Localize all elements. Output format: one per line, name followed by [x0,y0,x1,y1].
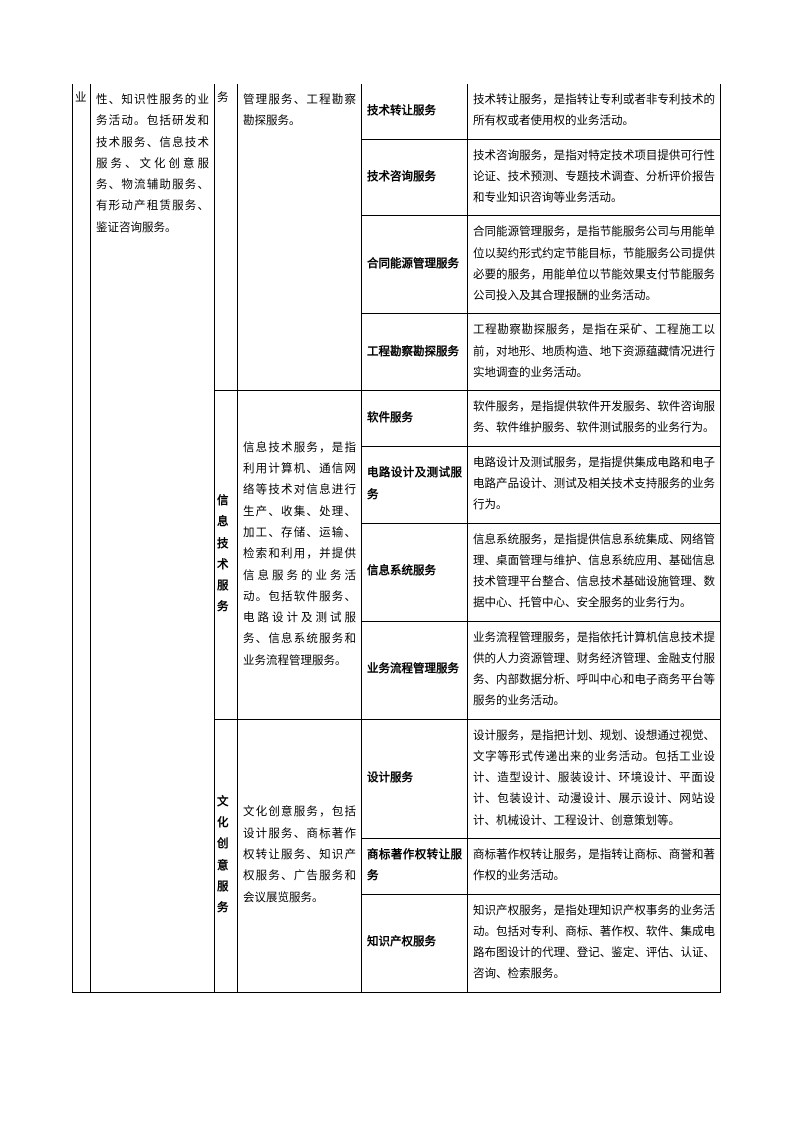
infosys-desc: 信息系统服务，是指提供信息系统集成、网络管理、桌面管理与维护、信息系统应用、基础… [468,523,721,621]
software-label: 软件服务 [362,391,468,447]
ip-desc: 知识产权服务，是指处理知识产权事务的业务活动。包括对专利、商标、著作权、软件、集… [468,894,721,992]
circuit-label: 电路设计及测试服务 [362,446,468,523]
info-tech-category-text: 信息技术服务 [217,495,229,613]
col3-service: 务 [215,84,238,391]
trademark-label: 商标著作权转让服务 [362,838,468,894]
col4-desc1: 管理服务、工程勘察勘探服务。 [238,84,362,391]
tech-transfer-label: 技术转让服务 [362,84,468,139]
info-tech-category: 信息技术服务 [215,391,238,719]
culture-category-text: 文化创意服务 [217,796,229,914]
survey-label: 工程勘察勘探服务 [362,314,468,391]
col2-description: 性、知识性服务的业务活动。包括研发和技术服务、信息技术服务、文化创意服务、物流辅… [91,84,215,992]
software-desc: 软件服务，是指提供软件开发服务、软件咨询服务、软件维护服务、软件测试服务的业务行… [468,391,721,447]
bizprocess-desc: 业务流程管理服务，是指依托计算机信息技术提供的人力资源管理、财务经济管理、金融支… [468,621,721,719]
design-desc: 设计服务，是指把计划、规划、设想通过视觉、文字等形式传递出来的业务活动。包括工业… [468,719,721,838]
ip-label: 知识产权服务 [362,894,468,992]
infosys-label: 信息系统服务 [362,523,468,621]
culture-middle-desc: 文化创意服务，包括设计服务、商标著作权转让服务、知识产权服务、广告服务和会议展览… [238,719,362,992]
tech-consult-desc: 技术咨询服务，是指对特定技术项目提供可行性论证、技术预测、专题技术调查、分析评价… [468,139,721,216]
bizprocess-label: 业务流程管理服务 [362,621,468,719]
circuit-desc: 电路设计及测试服务，是指提供集成电路和电子电路产品设计、测试及相关技术支持服务的… [468,446,721,523]
design-label: 设计服务 [362,719,468,838]
col1-industry: 业 [73,84,91,992]
survey-desc: 工程勘察勘探服务，是指在采矿、工程施工以前，对地形、地质构造、地下资源蕴藏情况进… [468,314,721,391]
tech-consult-label: 技术咨询服务 [362,139,468,216]
service-classification-table: 业 性、知识性服务的业务活动。包括研发和技术服务、信息技术服务、文化创意服务、物… [72,84,721,993]
info-tech-middle-desc: 信息技术服务，是指利用计算机、通信网络等技术对信息进行生产、收集、处理、加工、存… [238,391,362,719]
trademark-desc: 商标著作权转让服务，是指转让商标、商誉和著作权的业务活动。 [468,838,721,894]
culture-category: 文化创意服务 [215,719,238,992]
energy-mgmt-label: 合同能源管理服务 [362,216,468,314]
energy-mgmt-desc: 合同能源管理服务，是指节能服务公司与用能单位以契约形式约定节能目标，节能服务公司… [468,216,721,314]
tech-transfer-desc: 技术转让服务，是指转让专利或者非专利技术的所有权或者使用权的业务活动。 [468,84,721,139]
